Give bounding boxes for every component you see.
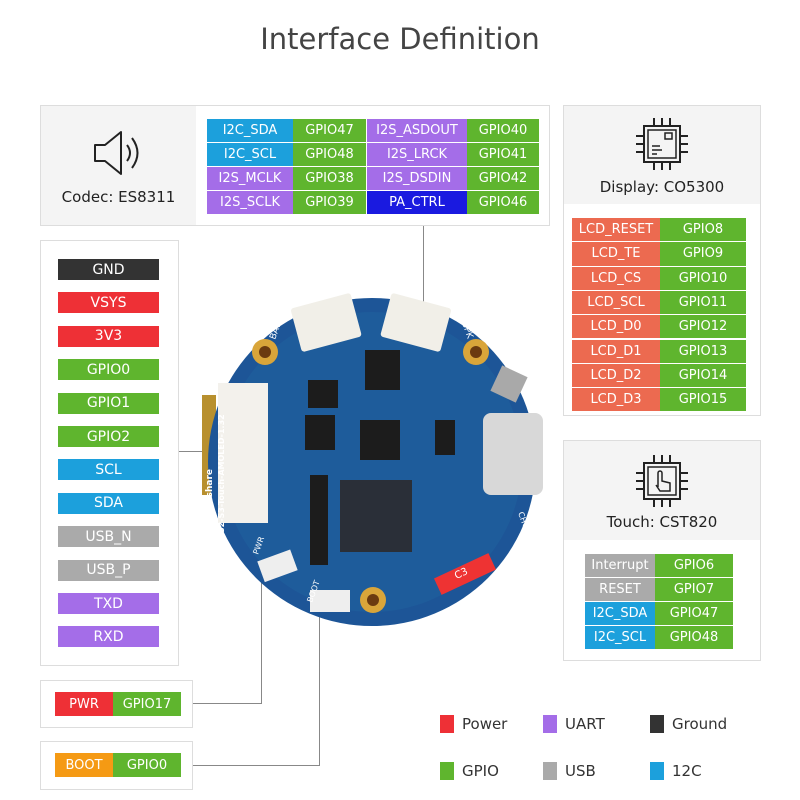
pin-label: LCD_CS [572,266,660,291]
legend-swatch [543,762,557,780]
pin-label: I2S_DSDIN [367,167,467,191]
touch-panel: Touch: CST820 Interrupt GPIO6 RESET GPIO7 I2… [563,440,761,661]
gpio-label: GPIO0 [113,753,181,778]
boot-button-panel: BOOT GPIO0 [40,741,193,790]
legend-label: Ground [672,715,728,733]
gpio-label: GPIO41 [467,143,539,167]
gpio-label: GPIO48 [293,143,366,167]
display-name: Display: CO5300 [599,178,725,196]
gpio-label: GPIO15 [660,388,746,413]
gpio-label: GPIO40 [467,119,539,143]
connector-line-pwr [192,703,262,704]
gpio-label: GPIO47 [655,602,733,626]
gpio-label: GPIO48 [655,626,733,650]
pin-label: PWR [55,692,113,717]
speaker-icon [94,131,139,175]
connector-line-boot [192,765,320,766]
legend-label: 12C [672,762,702,780]
gpio-label: GPIO7 [655,578,733,602]
header-pin: GPIO1 [58,392,159,415]
gpio-label: GPIO46 [467,191,539,215]
display-panel: Display: CO5300 LCD_RESET GPIO8 LCD_TE GPIO… [563,105,761,416]
pin-label: I2S_ASDOUT [367,119,467,143]
c3-label: C3 [453,566,470,582]
legend-swatch [543,715,557,733]
gpio-label: GPIO8 [660,218,746,243]
pin-label: BOOT [55,753,113,778]
header-pin: USB_P [58,559,159,582]
legend-swatch [650,762,664,780]
gpio-label: GPIO9 [660,242,746,267]
pin-label: LCD_D2 [572,363,660,389]
pin-label: I2S_LRCK [367,143,467,167]
gpio-label: GPIO42 [467,167,539,191]
page-title: Interface Definition [260,22,540,56]
pin-label: LCD_TE [572,242,660,267]
pwr-button[interactable] [257,549,298,583]
codec-panel: Codec: ES8311 I2C_SDA GPIO47 I2C_SCL GPIO48… [40,105,550,226]
brand-label: Waveshare [205,469,215,525]
speaker-connector [380,293,451,352]
pin-label: I2C_SDA [585,602,655,626]
connector-line-pwr [261,570,262,704]
legend-swatch [440,715,454,733]
gpio-label: GPIO12 [660,315,746,340]
header-pin: GPIO0 [58,359,159,382]
header-pin: RXD [58,626,159,649]
gpio-label: GPIO13 [660,339,746,364]
header-pin: 3V3 [58,325,159,348]
microphone [490,365,528,403]
fpc-connector [218,383,268,523]
pin-label: I2S_MCLK [207,167,293,191]
connector-line-boot [319,615,320,766]
header-pin: SDA [58,492,159,515]
legend-label: Power [462,715,508,733]
pin-label: LCD_RESET [572,218,660,243]
pin-label: LCD_D0 [572,315,660,340]
header-pin: TXD [58,593,159,615]
gpio-label: GPIO17 [113,692,181,717]
header-pin: GPIO2 [58,426,159,448]
pin-label: PA_CTRL [367,191,467,215]
pin-label: Interrupt [585,554,655,578]
esp32-s3-chip [340,480,412,552]
pin-label: RESET [585,578,655,602]
pin-label: LCD_SCL [572,290,660,316]
gpio-label: GPIO10 [660,266,746,291]
legend-swatch [440,762,454,780]
model-label: ESP32-S3-Touch-AMOLED-1.32 [217,414,226,550]
usb-c-port [483,413,543,495]
gpio-label: GPIO6 [655,554,733,578]
touch-name: Touch: CST820 [606,513,718,531]
pin-label: I2C_SDA [207,119,293,143]
legend-label: USB [565,762,596,780]
esp32-board: C3 BAT SPK MIC PWR BOOT CHG Waveshare ES… [202,293,543,626]
pin-label: I2C_SCL [207,143,293,167]
header-pins-panel: GND VSYS 3V3 GPIO0 GPIO1 GPIO2 SCL SDA USB_N USB_… [40,240,179,666]
display-chip-icon [636,118,688,170]
legend-label: UART [565,715,605,733]
touch-chip-icon [636,455,688,507]
gpio-label: GPIO11 [660,290,746,316]
pin-label: I2S_SCLK [207,191,293,215]
header-pin: USB_N [58,526,159,549]
header-pin: GND [58,259,159,281]
battery-connector [291,293,362,352]
gpio-label: GPIO39 [293,191,366,215]
connector-line-codec [423,225,424,310]
legend-label: GPIO [462,762,499,780]
header-pin: VSYS [58,292,159,315]
pin-label: LCD_D3 [572,388,660,413]
gpio-label: GPIO47 [293,119,366,143]
pin-label: I2C_SCL [585,626,655,650]
pin-label: LCD_D1 [572,339,660,364]
gpio-label: GPIO14 [660,363,746,389]
legend-swatch [650,715,664,733]
pwr-button-panel: PWR GPIO17 [40,680,193,728]
codec-name: Codec: ES8311 [61,188,176,206]
gpio-label: GPIO38 [293,167,366,191]
header-pin: SCL [58,459,159,482]
boot-button[interactable] [310,590,350,612]
